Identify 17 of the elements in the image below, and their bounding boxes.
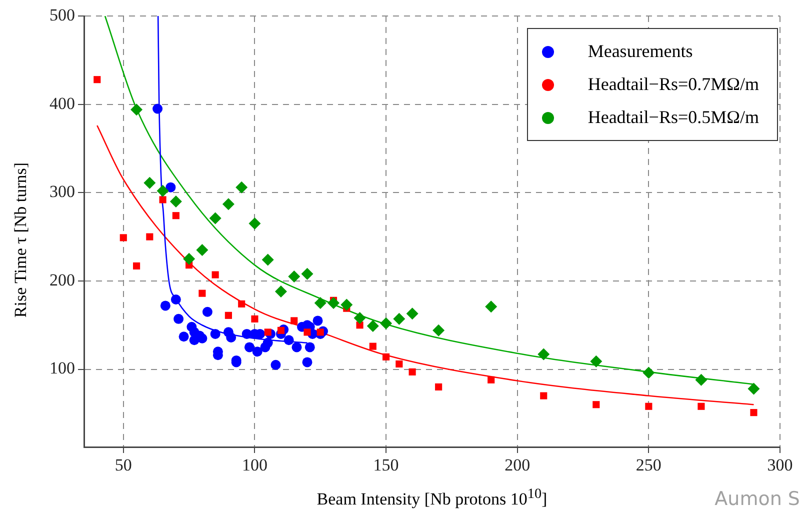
x-tick-label: 250: [636, 456, 662, 475]
y-tick-label: 100: [50, 358, 75, 378]
y-axis-title: Rise Time τ [Nb turns]: [11, 161, 31, 320]
x-tick-label: 100: [242, 456, 268, 475]
y-tick-label: 400: [50, 94, 75, 113]
legend-label: Headtail−Rs=0.7MΩ/m: [588, 74, 759, 95]
y-tick-label: 300: [50, 182, 75, 202]
y-tick-label: 200: [50, 270, 75, 290]
y-tick-label: 500: [50, 5, 75, 24]
x-tick-label: 150: [373, 456, 399, 475]
x-tick-label: 300: [767, 456, 793, 475]
legend-label: Measurements: [588, 41, 693, 62]
legend-label: Headtail−Rs=0.5MΩ/m: [588, 107, 759, 128]
x-tick-label: 200: [504, 456, 530, 475]
x-axis-title: Beam Intensity [Nb protons 10$^{10}$]: [316, 486, 548, 509]
x-tick-label: 50: [114, 456, 132, 475]
text: Aumon S: [714, 488, 800, 510]
